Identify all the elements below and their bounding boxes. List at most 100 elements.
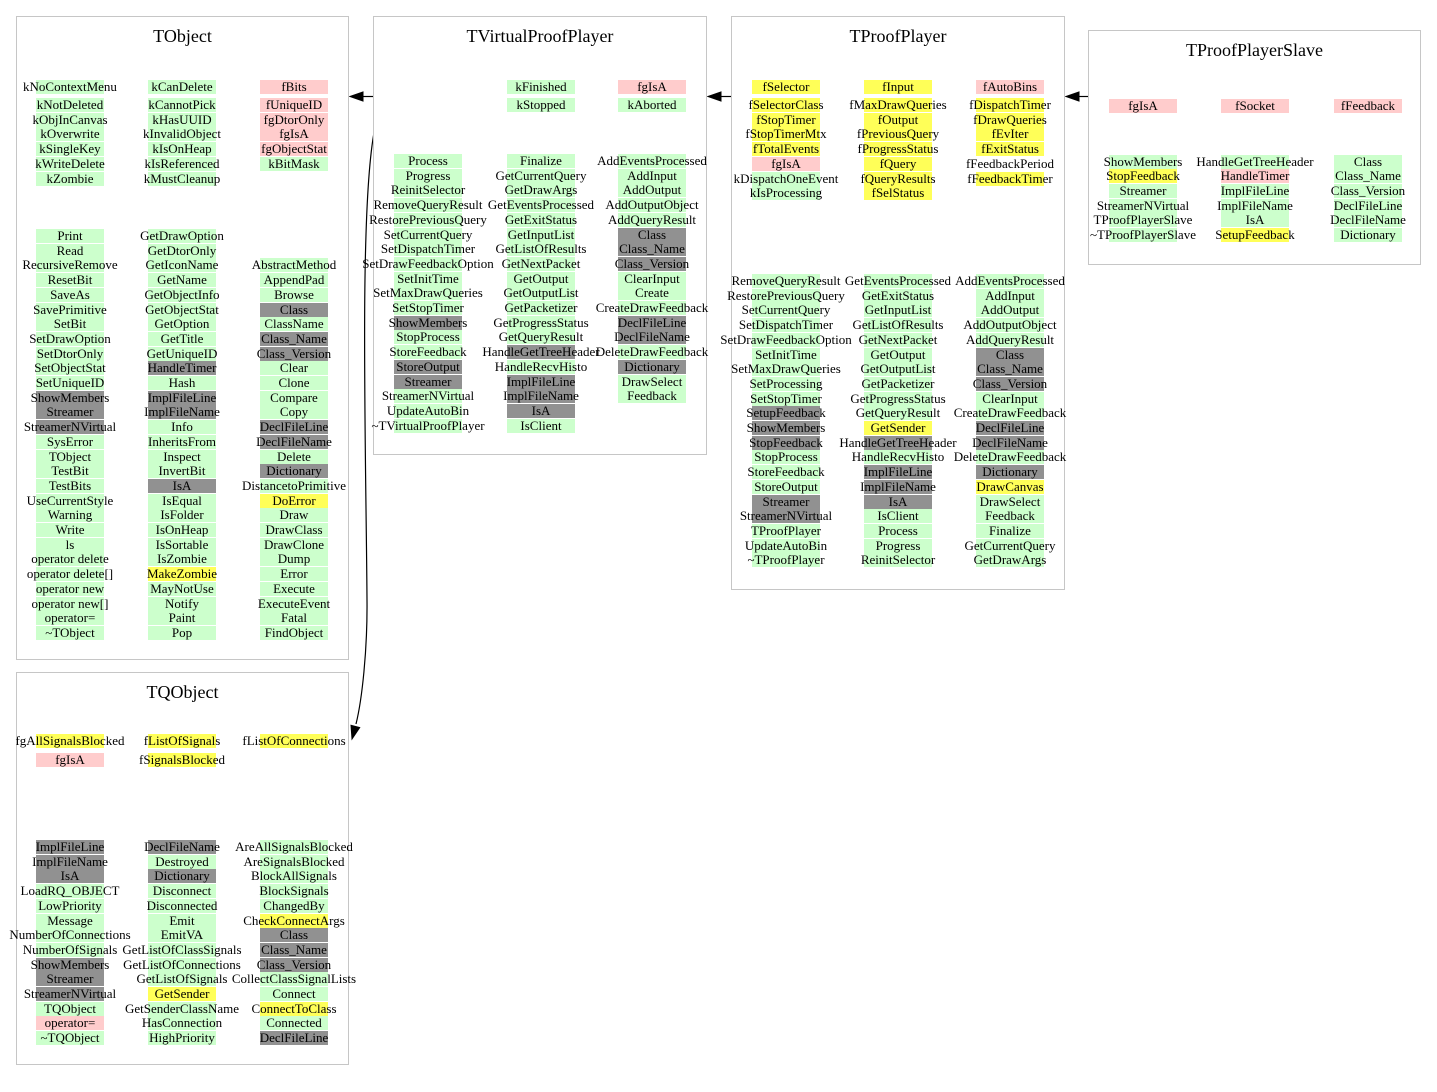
member-cell-streamer: Streamer (0, 404, 220, 420)
member-cell-dictionary: Dictionary (144, 463, 444, 479)
member-label: SetBit (53, 316, 87, 332)
member-label: ChangedBy (263, 897, 325, 913)
member-cell-operator-delete: operator delete (0, 551, 220, 567)
member-highlight (507, 256, 575, 271)
member-label: fListOfSignals (143, 732, 221, 748)
member-highlight (36, 361, 104, 376)
member-cell-handlerecvhisto: HandleRecvHisto (391, 359, 691, 374)
member-cell-dictionary: Dictionary (502, 359, 802, 374)
member-label: CreateDrawFeedback (595, 300, 709, 315)
member-cell-inspect: Inspect (32, 449, 332, 464)
member-cell-class: Class (144, 302, 444, 317)
member-cell-connect: Connect (144, 986, 444, 1001)
member-cell-kinvalidobject: kInvalidObject (32, 126, 332, 142)
member-cell-saveas: SaveAs (0, 287, 220, 302)
member-highlight (148, 112, 216, 127)
member-highlight (394, 198, 462, 213)
member-cell-handletimer: HandleTimer (32, 360, 332, 376)
member-label: ClearInput (982, 390, 1038, 406)
member-highlight (148, 752, 216, 767)
member-label: fUniqueID (265, 97, 323, 112)
member-highlight (507, 168, 575, 183)
member-label: Destroyed (155, 853, 209, 869)
member-cell-dictionary: Dictionary (860, 464, 1160, 480)
member-cell-setcurrentquery: SetCurrentQuery (278, 227, 578, 242)
member-label: Dictionary (982, 464, 1038, 480)
member-label: Connected (266, 1015, 322, 1031)
member-cell-isclient: IsClient (391, 418, 691, 433)
member-label: Emit (169, 912, 195, 928)
member-highlight (394, 286, 462, 301)
member-label: ShowMembers (30, 956, 110, 972)
member-label: UseCurrentStyle (26, 492, 114, 508)
member-cell-getlistofconnections: GetListOfConnections (32, 957, 332, 972)
member-label: GetQueryResult (498, 329, 584, 345)
member-label: fListOfConnections (242, 732, 346, 748)
member-label: operator new (35, 580, 105, 596)
member-highlight (36, 258, 104, 273)
member-cell-numberofsignals: NumberOfSignals (0, 942, 220, 957)
member-highlight (260, 273, 328, 288)
member-cell-fgisa: fgIsA (144, 126, 444, 142)
member-label: Message (47, 912, 93, 928)
member-label: Clear (279, 360, 309, 376)
member-highlight (36, 596, 104, 611)
member-cell-fstoptimer: fStopTimer (636, 112, 936, 127)
member-cell-clone: Clone (144, 375, 444, 390)
member-label: fgIsA (279, 126, 309, 142)
member-highlight (36, 346, 104, 361)
member-cell-numberofconnections: NumberOfConnections (0, 927, 220, 943)
member-cell-kwritedelete: kWriteDelete (0, 156, 220, 171)
member-cell-kmustcleanup: kMustCleanup (32, 171, 332, 186)
member-cell-finalize: Finalize (860, 523, 1160, 538)
member-cell-setdtoronly: SetDtorOnly (0, 346, 220, 361)
member-cell-inheritsfrom: InheritsFrom (32, 434, 332, 449)
member-label: fFeedbackTimer (967, 170, 1053, 186)
member-label: DeclFileLine (1333, 197, 1403, 213)
member-label: fgIsA (55, 751, 85, 767)
member-label: GetNextPacket (501, 255, 581, 271)
member-highlight (36, 537, 104, 552)
member-label: kIsReferenced (144, 155, 220, 171)
member-label: kDispatchOneEvent (733, 170, 839, 186)
member-highlight (36, 913, 104, 928)
member-highlight (148, 258, 216, 273)
member-label: Notify (165, 595, 199, 611)
member-label: GetOption (154, 316, 210, 332)
member-label: Create (635, 285, 669, 301)
member-label: Error (280, 566, 308, 582)
member-highlight (36, 957, 104, 972)
member-highlight (618, 345, 686, 360)
member-label: operator new[] (31, 595, 109, 611)
member-cell-fquery: fQuery (748, 156, 1048, 171)
member-cell-create: Create (502, 285, 802, 301)
member-cell-disconnect: Disconnect (32, 883, 332, 899)
member-cell-kcannotpick: kCannotPick (32, 97, 332, 112)
member-highlight (148, 156, 216, 171)
member-label: ImplFileName (32, 853, 108, 869)
member-label: TQObject (44, 1000, 96, 1016)
member-highlight (36, 840, 104, 854)
member-label: GetOutputList (503, 285, 579, 301)
member-cell-createdrawfeedback: CreateDrawFeedback (860, 405, 1160, 421)
member-highlight (394, 301, 462, 315)
member-label: Execute (273, 580, 315, 596)
member-cell-write: Write (0, 522, 220, 537)
member-cell-kaborted: kAborted (502, 97, 802, 112)
member-highlight (507, 345, 575, 360)
member-label: GetDrawArgs (973, 552, 1047, 568)
member-cell-class_name: Class_Name (144, 942, 444, 957)
member-highlight (976, 127, 1044, 142)
member-highlight (618, 98, 686, 112)
member-highlight (260, 346, 328, 361)
member-highlight (36, 552, 104, 567)
member-label: Class (1353, 153, 1383, 169)
member-highlight (260, 508, 328, 523)
member-highlight (260, 869, 328, 884)
member-label: AddOutput (980, 302, 1040, 318)
member-highlight (260, 987, 328, 1001)
member-cell-streamer: Streamer (278, 374, 578, 389)
member-cell-getobjectinfo: GetObjectInfo (32, 287, 332, 302)
member-highlight (36, 1001, 104, 1016)
member-label: Class_Name (261, 330, 327, 346)
